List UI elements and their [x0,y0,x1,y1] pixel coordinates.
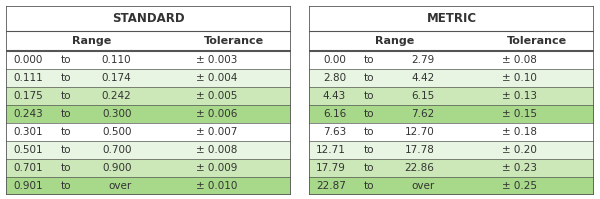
Text: 0.00: 0.00 [323,55,346,65]
Text: to: to [364,109,374,119]
Bar [309,51,594,69]
Text: 0.700: 0.700 [102,145,131,155]
Text: 4.43: 4.43 [323,91,346,101]
Text: ± 0.08: ± 0.08 [502,55,538,65]
Bar [309,87,594,105]
Text: to: to [364,91,374,101]
Text: to: to [364,163,374,173]
Text: to: to [61,127,71,137]
Bar [309,123,594,141]
Text: Range: Range [375,36,414,46]
Text: to: to [364,145,374,155]
Bar [6,69,291,87]
Bar [309,141,594,159]
Text: METRIC: METRIC [427,12,476,25]
Text: 0.701: 0.701 [13,163,43,173]
Text: over: over [411,181,434,191]
Text: to: to [61,181,71,191]
Bar [309,31,594,51]
Bar [6,159,291,177]
Bar [6,177,291,195]
Bar [309,6,594,31]
Text: ± 0.005: ± 0.005 [196,91,238,101]
Text: to: to [61,91,71,101]
Text: 0.301: 0.301 [13,127,43,137]
Text: over: over [108,181,131,191]
Text: 0.243: 0.243 [13,109,43,119]
Text: ± 0.25: ± 0.25 [502,181,538,191]
Text: 22.87: 22.87 [316,181,346,191]
Text: ± 0.010: ± 0.010 [196,181,238,191]
Bar [6,31,291,51]
Text: 0.500: 0.500 [102,127,131,137]
Text: ± 0.009: ± 0.009 [196,163,238,173]
Text: 2.80: 2.80 [323,73,346,83]
Text: 22.86: 22.86 [404,163,434,173]
Text: Range: Range [72,36,111,46]
Text: Tolerance: Tolerance [507,36,567,46]
Text: to: to [61,73,71,83]
Text: 0.174: 0.174 [101,73,131,83]
Text: to: to [61,109,71,119]
Bar [309,69,594,87]
Text: ± 0.20: ± 0.20 [502,145,538,155]
Text: ± 0.006: ± 0.006 [196,109,238,119]
Bar [309,177,594,195]
Text: 0.000: 0.000 [14,55,43,65]
Text: ± 0.007: ± 0.007 [196,127,238,137]
Bar [6,87,291,105]
Text: 12.70: 12.70 [404,127,434,137]
Text: 0.110: 0.110 [102,55,131,65]
Text: to: to [364,55,374,65]
Text: 0.901: 0.901 [13,181,43,191]
Text: 17.78: 17.78 [404,145,434,155]
Text: 6.16: 6.16 [323,109,346,119]
Text: 0.300: 0.300 [102,109,131,119]
Bar [6,6,291,31]
Text: 0.501: 0.501 [13,145,43,155]
Text: ± 0.13: ± 0.13 [502,91,538,101]
Text: to: to [364,127,374,137]
Bar [6,105,291,123]
Text: 7.62: 7.62 [411,109,434,119]
Text: ± 0.15: ± 0.15 [502,109,538,119]
Text: ± 0.008: ± 0.008 [196,145,238,155]
Text: 4.42: 4.42 [411,73,434,83]
Text: to: to [61,145,71,155]
Text: 6.15: 6.15 [411,91,434,101]
Text: to: to [61,55,71,65]
Bar [309,159,594,177]
Text: 0.111: 0.111 [13,73,43,83]
Text: ± 0.18: ± 0.18 [502,127,538,137]
Text: ± 0.004: ± 0.004 [196,73,238,83]
Bar [6,51,291,69]
Text: ± 0.23: ± 0.23 [502,163,538,173]
Text: to: to [364,181,374,191]
Text: ± 0.10: ± 0.10 [502,73,538,83]
Text: 7.63: 7.63 [323,127,346,137]
Text: 17.79: 17.79 [316,163,346,173]
Text: 2.79: 2.79 [411,55,434,65]
Text: 0.242: 0.242 [101,91,131,101]
Text: ± 0.003: ± 0.003 [196,55,238,65]
Text: 0.175: 0.175 [13,91,43,101]
Bar [6,141,291,159]
Bar [309,105,594,123]
Text: STANDARD: STANDARD [112,12,185,25]
Bar [6,123,291,141]
Text: to: to [61,163,71,173]
Text: 12.71: 12.71 [316,145,346,155]
Text: 0.900: 0.900 [102,163,131,173]
Text: Tolerance: Tolerance [204,36,264,46]
Text: to: to [364,73,374,83]
